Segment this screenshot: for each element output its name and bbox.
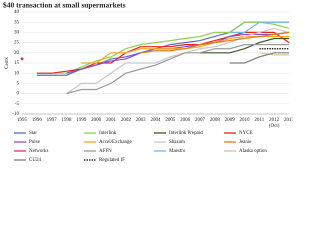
x-tick-label: 2006 [180,118,191,123]
y-tick-label: 35 [14,20,20,25]
chart: $40 transaction at small supermarkets Ce… [3,1,293,163]
x-tick-label: 2012 [269,118,280,123]
x-note: (Oct) [269,124,280,129]
series-line [229,52,289,64]
x-tick-label: 2004 [151,118,162,123]
x-tick-label: 2007 [195,118,206,123]
series-line [259,52,289,56]
legend-label: Regulated IF [99,158,125,163]
x-tick-label: 2005 [165,118,176,123]
series-line [140,31,290,54]
legend-label: Pulse [29,140,41,145]
x-tick-label: 2013 [284,118,293,123]
legend-label: Shazam [169,140,185,145]
legend-label: Jeanie [239,140,252,145]
chart-title: $40 transaction at small supermarkets [3,1,126,10]
legend-label: NYCE [239,131,253,136]
x-tick-label: 2000 [91,118,102,123]
x-tick-label: 2001 [106,118,117,123]
legend-label: Star [29,131,37,136]
y-tick-label: 40 [14,10,20,15]
legend-label: Maestro [169,149,186,154]
x-tick-label: 2002 [121,118,132,123]
y-tick-label: -10 [12,112,19,117]
legend-label: Interlink Prepaid [169,131,203,136]
legend-label: Networks [29,149,48,154]
y-tick-label: 25 [14,41,20,46]
x-tick-label: 1997 [47,118,58,123]
y-axis-label: Cents [5,57,10,68]
series-line [66,44,289,95]
page: $40 transaction at small supermarkets Ce… [3,0,293,164]
x-tick-label: 2011 [254,118,264,123]
x-tick-label: 1999 [76,118,87,123]
x-tick-label: 1995 [17,118,28,123]
x-tick-label: 1996 [32,118,43,123]
series-line [66,27,290,95]
y-tick-label: 10 [14,71,20,76]
x-tick-label: 2003 [136,118,147,123]
legend-label: Accel/Exchange [99,140,133,145]
x-tick-label: 2009 [225,118,236,123]
x-tick-label: 2008 [210,118,221,123]
legend-label: Interlink [99,131,117,136]
legend-label: Alaska option [239,149,267,154]
legend-label: AFFN [99,149,112,154]
y-tick-label: 30 [14,31,20,36]
y-tick-label: 0 [17,92,20,97]
series-point [20,57,24,61]
y-tick-label: 15 [14,61,20,66]
x-tick-label: 2010 [240,118,251,123]
y-tick-label: 5 [17,82,20,87]
series-line [36,21,290,74]
series-line [229,21,289,33]
y-tick-label: 20 [14,51,20,56]
legend-label: CU24 [29,158,41,163]
x-tick-label: 1998 [62,118,73,123]
y-tick-label: -5 [15,102,20,107]
series-line [200,37,289,54]
